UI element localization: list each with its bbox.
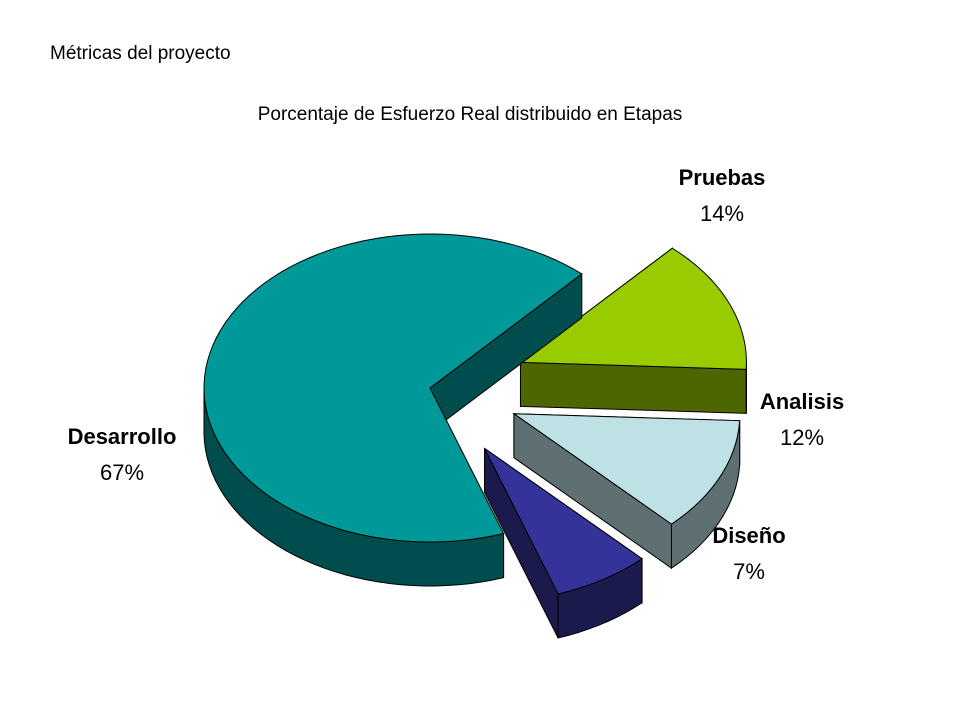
slice-value-analisis: 12%: [780, 425, 824, 450]
slice-label-diseño: Diseño: [712, 523, 785, 548]
slice-top-face: [203, 233, 583, 543]
slice-wall-end: [519, 361, 747, 414]
slice-label-desarrollo: Desarrollo: [68, 424, 177, 449]
slice-value-diseño: 7%: [733, 559, 765, 584]
slice-label-analisis: Analisis: [760, 389, 844, 414]
slide-header: Métricas del proyecto: [50, 43, 231, 64]
slice-analisis: [512, 412, 741, 570]
slice-desarrollo: [203, 233, 583, 587]
slice-value-desarrollo: 67%: [100, 460, 144, 485]
slice-value-pruebas: 14%: [700, 201, 744, 226]
slice-top-face: [519, 247, 747, 370]
chart-title: Porcentaje de Esfuerzo Real distribuido …: [257, 104, 683, 125]
slice-label-pruebas: Pruebas: [679, 165, 766, 190]
slice-pruebas: [519, 247, 747, 414]
slice-diseño: [483, 447, 643, 639]
slice-top-face: [512, 413, 741, 525]
slice-top-face: [484, 447, 643, 595]
